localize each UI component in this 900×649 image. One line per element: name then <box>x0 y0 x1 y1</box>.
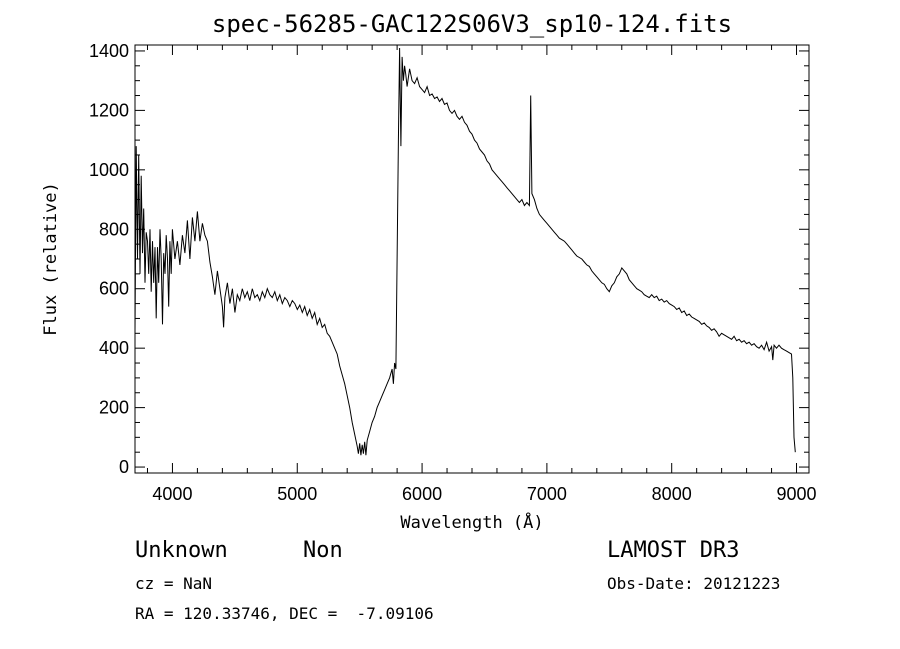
y-axis-label: Flux (relative) <box>41 182 61 336</box>
y-tick-label: 400 <box>99 338 129 358</box>
cz-value: cz = NaN <box>135 574 213 593</box>
x-axis: 4000 5000 6000 7000 8000 9000 <box>146 45 817 504</box>
y-tick-label: 1200 <box>89 100 129 120</box>
object-subclass: Non <box>303 538 343 563</box>
x-tick-label: 8000 <box>652 484 692 504</box>
x-tick-label: 7000 <box>527 484 567 504</box>
obs-date: Obs-Date: 20121223 <box>607 574 781 593</box>
y-tick-label: 800 <box>99 219 129 239</box>
survey-label: LAMOST DR3 <box>607 538 740 563</box>
chart-title: spec-56285-GAC122S06V3_sp10-124.fits <box>212 10 732 38</box>
y-axis: 0 200 400 600 800 1000 1200 1400 <box>89 41 809 477</box>
x-tick-label: 6000 <box>402 484 442 504</box>
x-tick-label: 9000 <box>776 484 816 504</box>
coordinates: RA = 120.33746, DEC = -7.09106 <box>135 604 434 623</box>
y-tick-label: 1400 <box>89 41 129 61</box>
y-tick-label: 1000 <box>89 160 129 180</box>
y-tick-label: 200 <box>99 398 129 418</box>
x-tick-label: 5000 <box>277 484 317 504</box>
y-tick-label: 0 <box>119 457 129 477</box>
plot-frame <box>134 44 810 474</box>
x-tick-label: 4000 <box>152 484 192 504</box>
y-tick-label: 600 <box>99 279 129 299</box>
object-class: Unknown <box>135 538 228 563</box>
x-axis-label: Wavelength (Å) <box>400 511 543 533</box>
spectrum-line <box>134 47 796 456</box>
